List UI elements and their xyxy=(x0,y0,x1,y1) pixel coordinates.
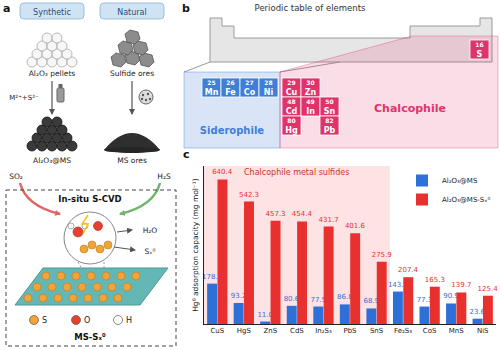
svg-text:Fe₂S₃: Fe₂S₃ xyxy=(394,327,412,335)
svg-text:542.3: 542.3 xyxy=(239,191,259,199)
svg-text:207.4: 207.4 xyxy=(398,266,419,274)
svg-text:165.3: 165.3 xyxy=(425,276,445,284)
svg-text:27: 27 xyxy=(245,79,253,86)
svg-text:640.4: 640.4 xyxy=(212,168,233,176)
svg-text:49: 49 xyxy=(306,98,314,105)
svg-text:S: S xyxy=(477,50,483,59)
svg-text:H₂S: H₂S xyxy=(157,172,171,181)
svg-text:178.9: 178.9 xyxy=(202,273,222,281)
svg-text:MS-Sₓ⁰: MS-Sₓ⁰ xyxy=(74,332,106,342)
svg-text:25: 25 xyxy=(207,79,215,86)
svg-text:M²⁺+S²⁻: M²⁺+S²⁻ xyxy=(9,94,39,102)
svg-text:80: 80 xyxy=(287,117,295,124)
svg-text:Zn: Zn xyxy=(305,88,317,97)
svg-text:Siderophile: Siderophile xyxy=(200,125,265,136)
svg-text:Al₂O₃ pellets: Al₂O₃ pellets xyxy=(29,69,76,78)
svg-text:SO₂: SO₂ xyxy=(9,172,23,181)
svg-text:PbS: PbS xyxy=(343,327,357,335)
svg-text:Al₂O₃@MS: Al₂O₃@MS xyxy=(442,177,478,185)
svg-text:Sn: Sn xyxy=(324,107,336,116)
svg-text:401.6: 401.6 xyxy=(345,222,366,230)
svg-text:Al₂O₃@MS: Al₂O₃@MS xyxy=(33,156,71,165)
svg-text:50: 50 xyxy=(325,98,333,105)
svg-text:Synthetic: Synthetic xyxy=(33,8,71,17)
html-text:c: c xyxy=(183,148,190,161)
svg-text:Sulfide ores: Sulfide ores xyxy=(110,69,154,78)
svg-text:143.8: 143.8 xyxy=(388,281,408,289)
svg-text:NiS: NiS xyxy=(477,327,489,335)
svg-text:Sₓ⁰: Sₓ⁰ xyxy=(144,247,155,256)
svg-text:Hg⁰ adsorption capacity (mg mo: Hg⁰ adsorption capacity (mg mol⁻¹) xyxy=(191,178,200,312)
svg-text:Ni: Ni xyxy=(264,88,274,97)
svg-text:Natural: Natural xyxy=(117,8,147,17)
svg-text:CdS: CdS xyxy=(290,327,304,335)
svg-text:Co: Co xyxy=(244,88,256,97)
svg-text:MnS: MnS xyxy=(449,327,464,335)
svg-text:Chalcophile: Chalcophile xyxy=(374,102,446,115)
svg-text:CuS: CuS xyxy=(210,327,224,335)
svg-text:SnS: SnS xyxy=(370,327,384,335)
svg-text:139.7: 139.7 xyxy=(451,281,471,289)
svg-text:26: 26 xyxy=(226,79,234,86)
svg-text:11.0: 11.0 xyxy=(257,311,273,319)
svg-text:In₂S₃: In₂S₃ xyxy=(315,327,332,335)
svg-text:MS ores: MS ores xyxy=(117,156,147,165)
svg-text:Chalcophile metal sulfides: Chalcophile metal sulfides xyxy=(244,168,349,177)
svg-text:125.4: 125.4 xyxy=(478,285,499,293)
svg-text:68.9: 68.9 xyxy=(364,297,380,305)
svg-text:In: In xyxy=(306,107,315,116)
svg-text:48: 48 xyxy=(287,98,295,105)
svg-text:93.2: 93.2 xyxy=(231,292,247,300)
svg-text:Hg: Hg xyxy=(285,126,298,135)
svg-text:Mn: Mn xyxy=(205,88,219,97)
svg-text:86.8: 86.8 xyxy=(337,293,353,301)
svg-text:Cd: Cd xyxy=(286,107,298,116)
svg-text:O: O xyxy=(84,316,90,325)
svg-text:Fe: Fe xyxy=(225,88,236,97)
svg-text:CoS: CoS xyxy=(423,327,437,335)
svg-text:28: 28 xyxy=(264,79,272,86)
svg-text:275.9: 275.9 xyxy=(372,251,392,259)
svg-text:29: 29 xyxy=(287,79,295,86)
svg-text:S: S xyxy=(42,316,47,325)
svg-text:H: H xyxy=(126,316,132,325)
svg-text:16: 16 xyxy=(475,41,483,48)
svg-text:431.7: 431.7 xyxy=(319,216,339,224)
svg-text:Periodic table of elements: Periodic table of elements xyxy=(255,3,366,13)
svg-text:90.9: 90.9 xyxy=(443,292,459,300)
svg-text:In-situ S-CVD: In-situ S-CVD xyxy=(58,194,121,204)
svg-text:77.5: 77.5 xyxy=(310,296,326,304)
svg-text:H₂O: H₂O xyxy=(143,226,158,235)
svg-text:23.6: 23.6 xyxy=(469,308,485,316)
svg-text:a: a xyxy=(3,2,10,15)
svg-text:Cu: Cu xyxy=(286,88,298,97)
svg-text:30: 30 xyxy=(306,79,314,86)
svg-text:HgS: HgS xyxy=(237,327,252,335)
svg-text:Pb: Pb xyxy=(324,126,336,135)
svg-text:82: 82 xyxy=(325,117,333,124)
svg-text:454.4: 454.4 xyxy=(292,210,313,218)
svg-text:80.6: 80.6 xyxy=(284,295,300,303)
svg-text:457.3: 457.3 xyxy=(266,210,286,218)
svg-text:Al₂O₃@MS-Sₓ⁰: Al₂O₃@MS-Sₓ⁰ xyxy=(442,196,490,204)
svg-text:77.3: 77.3 xyxy=(417,296,433,304)
svg-text:b: b xyxy=(182,2,190,15)
svg-text:ZnS: ZnS xyxy=(264,327,278,335)
